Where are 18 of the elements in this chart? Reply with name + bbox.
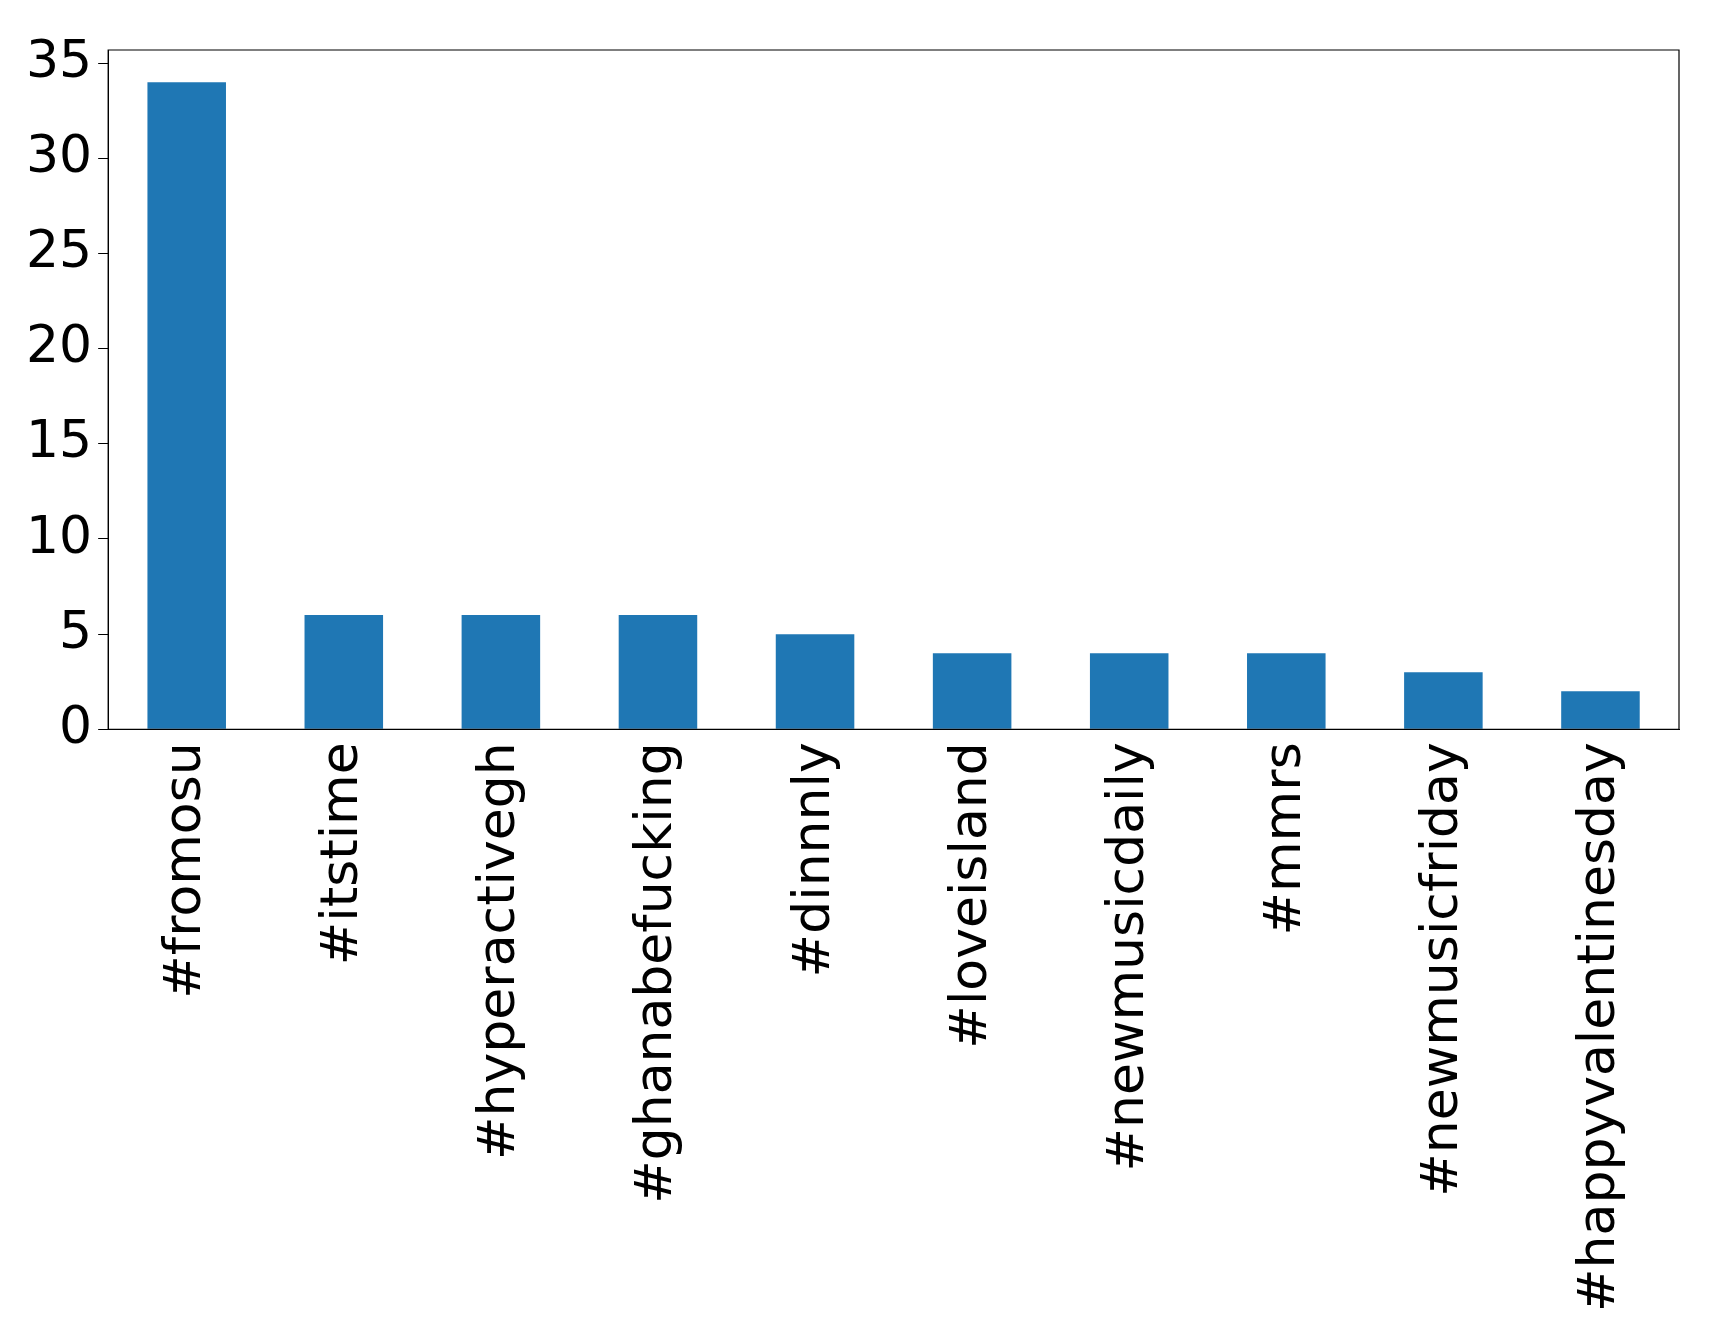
y-tick-label: 20 [26, 314, 93, 375]
x-tick-label: #itstime [309, 742, 370, 966]
x-tick-label: #newmusicdaily [1094, 742, 1155, 1172]
y-tick-label: 5 [59, 599, 93, 660]
y-tick-label: 25 [26, 219, 93, 280]
y-tick-label: 30 [26, 123, 93, 184]
x-tick-label: #loveisland [937, 742, 998, 1049]
x-tick-label: #hyperactivegh [466, 742, 527, 1160]
x-tick-label: #happyvalentinesday [1565, 742, 1626, 1313]
x-tick-label: #ghanabefucking [623, 742, 684, 1204]
y-tick-label: 15 [26, 409, 93, 470]
x-tick-label: #newmusicfriday [1408, 742, 1469, 1197]
y-tick-label: 35 [26, 28, 93, 89]
x-tick-label: #dinnnly [780, 742, 841, 978]
y-tick-label: 10 [26, 504, 93, 565]
x-tick-label: #fromosu [152, 742, 213, 999]
y-tick-label: 0 [59, 694, 93, 755]
x-tick-label: #mmrs [1251, 742, 1312, 936]
